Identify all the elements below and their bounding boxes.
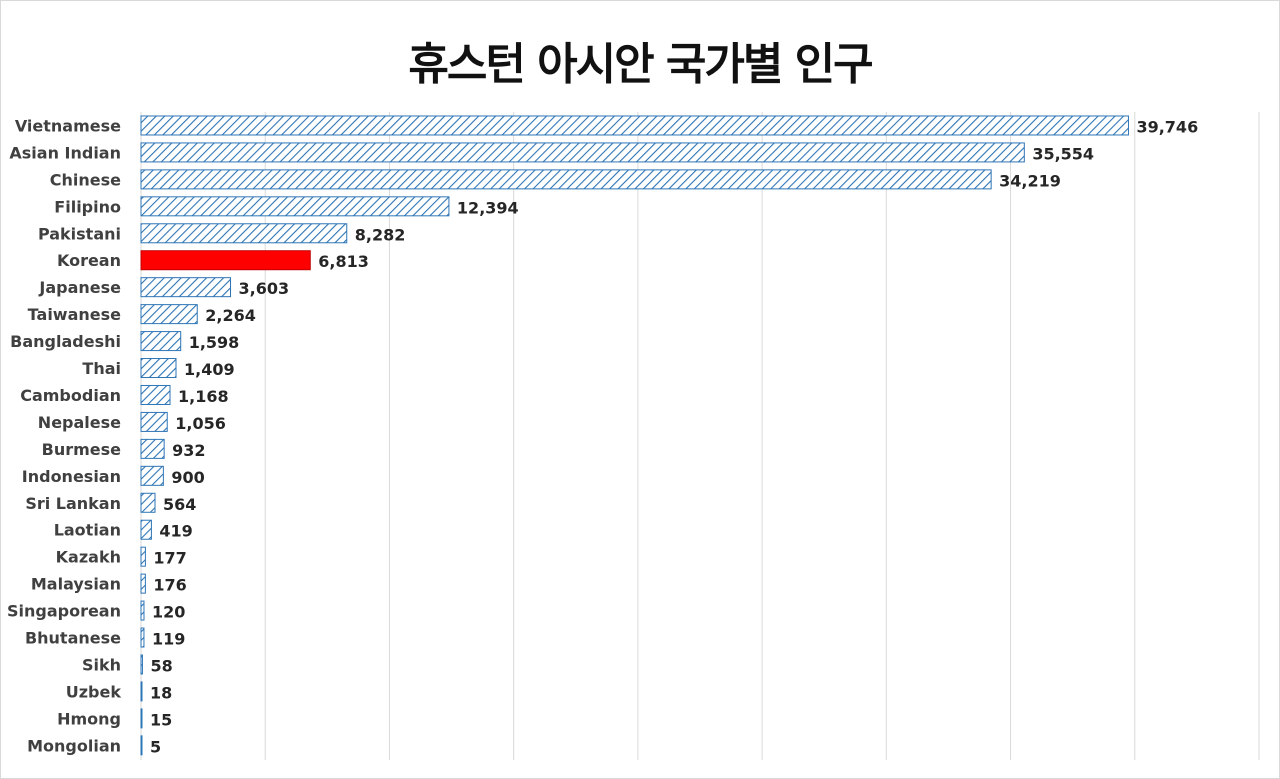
value-label: 1,168 (178, 387, 229, 406)
bar-filipino (140, 196, 450, 217)
category-label: Singaporean (7, 602, 121, 621)
value-label: 8,282 (355, 225, 406, 244)
bar-taiwanese (140, 304, 198, 325)
labels: Vietnamese 39,746 Asian Indian 35,554 Chines… (7, 116, 1198, 756)
value-label: 6,813 (318, 252, 369, 271)
value-label: 35,554 (1032, 144, 1094, 163)
bar-mongolian (140, 735, 143, 756)
category-label: Asian Indian (9, 143, 121, 162)
bar-singaporean (140, 600, 145, 621)
category-label: Kazakh (56, 548, 121, 567)
bar-vietnamese (140, 115, 1129, 136)
category-label: Chinese (50, 170, 121, 189)
category-label: Malaysian (31, 575, 121, 594)
category-label: Pakistani (38, 224, 121, 243)
bar-nepalese (140, 411, 168, 432)
value-label: 5 (150, 737, 161, 756)
bar-laotian (140, 519, 152, 540)
value-label: 900 (171, 468, 204, 487)
gridlines (140, 112, 1260, 760)
category-label: Indonesian (22, 467, 121, 486)
category-label: Bhutanese (25, 629, 121, 648)
category-label: Thai (82, 359, 121, 378)
category-label: Sikh (82, 655, 121, 674)
category-label: Burmese (42, 440, 122, 459)
bar-kazakh (140, 546, 146, 567)
category-label: Cambodian (20, 386, 121, 405)
value-label: 1,409 (184, 360, 235, 379)
bar-bhutanese (140, 627, 145, 648)
value-label: 120 (152, 603, 185, 622)
bar-thai (140, 358, 177, 379)
value-label: 1,598 (189, 333, 240, 352)
category-label: Hmong (57, 709, 121, 728)
bars (140, 115, 1129, 756)
value-label: 1,056 (175, 414, 226, 433)
value-label: 58 (150, 656, 172, 675)
bar-uzbek (140, 681, 143, 702)
bar-korean (140, 250, 311, 271)
bar-indonesian (140, 465, 164, 486)
category-label: Japanese (38, 278, 121, 297)
category-label: Laotian (54, 521, 121, 540)
value-label: 177 (153, 549, 186, 568)
value-label: 3,603 (239, 279, 290, 298)
value-label: 18 (150, 683, 172, 702)
category-label: Bangladeshi (10, 332, 121, 351)
value-label: 39,746 (1136, 117, 1198, 136)
bar-chinese (140, 169, 992, 190)
value-label: 34,219 (999, 171, 1061, 190)
category-label: Uzbek (66, 682, 122, 701)
bar-sikh (140, 654, 143, 675)
category-label: Korean (57, 251, 121, 270)
bar-burmese (140, 438, 165, 459)
bar-bangladeshi (140, 331, 182, 352)
category-label: Filipino (54, 197, 121, 216)
bar-cambodian (140, 384, 171, 405)
category-label: Mongolian (27, 736, 121, 755)
value-label: 12,394 (457, 198, 519, 217)
bar-hmong (140, 708, 143, 729)
value-label: 15 (150, 710, 172, 729)
bar-pakistani (140, 223, 348, 244)
category-label: Taiwanese (28, 305, 121, 324)
bar-sri-lankan (140, 492, 156, 513)
value-label: 564 (163, 495, 196, 514)
chart-title: 휴스턴 아시안 국가별 인구 (408, 39, 873, 90)
bar-japanese (140, 277, 232, 298)
category-label: Sri Lankan (25, 494, 121, 513)
value-label: 419 (159, 522, 192, 541)
bar-asian-indian (140, 142, 1025, 163)
value-label: 932 (172, 441, 205, 460)
value-label: 176 (153, 576, 186, 595)
bar-malaysian (140, 573, 146, 594)
category-label: Nepalese (38, 413, 121, 432)
category-label: Vietnamese (15, 116, 121, 135)
value-label: 2,264 (205, 306, 256, 325)
value-label: 119 (152, 630, 185, 649)
